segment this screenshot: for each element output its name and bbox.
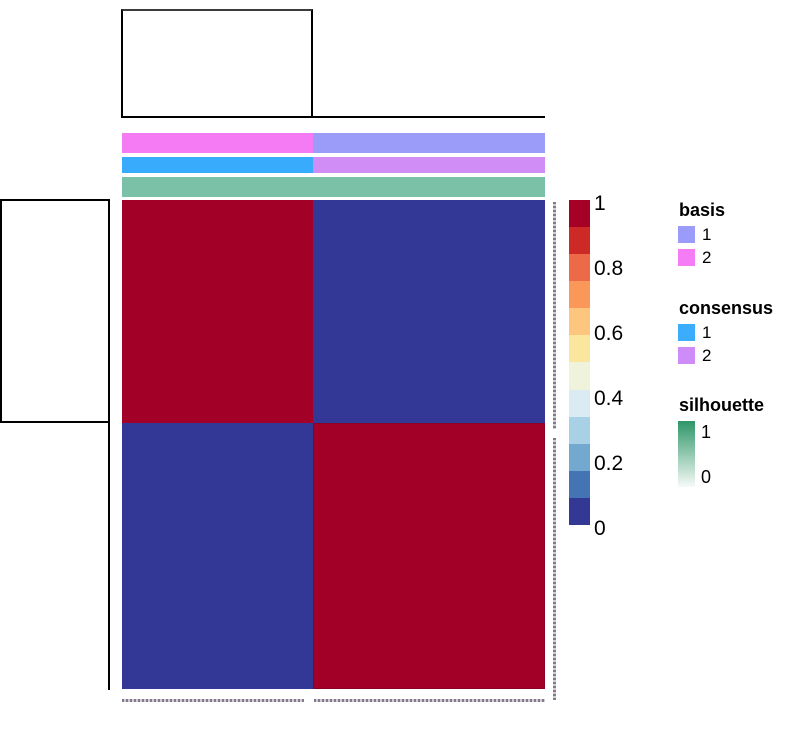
color-key-band — [569, 227, 590, 255]
basis-track-cluster2-segment — [122, 133, 313, 153]
silhouette-annotation-track — [122, 177, 545, 197]
color-key-band — [569, 443, 590, 471]
consensus-annotation-track — [122, 157, 545, 173]
consensus-1-swatch — [678, 324, 695, 341]
consensus-2-swatch — [678, 347, 695, 364]
color-key-tick-label: 0.2 — [594, 452, 624, 475]
heatmap-cell-top-left — [122, 200, 313, 423]
basis-1-swatch — [678, 226, 695, 243]
color-key-tick-label: 0 — [594, 517, 606, 540]
color-key-band — [569, 335, 590, 363]
basis-annotation-track — [122, 133, 545, 153]
basis-legend-title: basis — [679, 200, 726, 220]
basis-legend-item-1: 1 — [678, 226, 711, 243]
consensus-legend-item-1: 1 — [678, 324, 711, 341]
color-key-band — [569, 200, 590, 228]
color-key-bar — [569, 200, 590, 525]
color-key-band — [569, 389, 590, 417]
color-key-band — [569, 254, 590, 282]
silhouette-track-segment — [122, 177, 545, 197]
heatmap-cell-bottom-left — [122, 423, 313, 689]
color-key-band — [569, 416, 590, 444]
consensus-track-cluster1-segment — [122, 157, 313, 173]
color-key-band — [569, 362, 590, 390]
basis-legend-item-label: 1 — [702, 225, 712, 244]
row-labels-strip-lower — [553, 438, 556, 700]
color-key-band — [569, 497, 590, 525]
left-dendrogram-baseline — [108, 199, 110, 690]
color-key-band — [569, 470, 590, 498]
silhouette-bottom-label: 0 — [701, 467, 712, 487]
consensus-legend-item-label: 2 — [702, 346, 712, 365]
column-labels-strip-right — [314, 699, 545, 702]
top-dendrogram-baseline — [121, 116, 545, 118]
heatmap-cell-top-right — [313, 200, 545, 423]
silhouette-top-label: 1 — [701, 422, 712, 442]
consensus-track-cluster2-segment — [313, 157, 545, 173]
basis-legend-item-2: 2 — [678, 249, 711, 266]
column-labels-strip-left — [122, 699, 304, 702]
row-labels-strip-upper — [553, 202, 556, 429]
consensus-legend-title: consensus — [679, 298, 774, 318]
silhouette-legend-title: silhouette — [679, 395, 765, 415]
color-key-band — [569, 281, 590, 309]
basis-legend-item-label: 2 — [702, 248, 712, 267]
silhouette-gradient-swatch — [678, 421, 695, 487]
consensus-matrix-heatmap — [122, 200, 545, 689]
left-dendrogram-branch — [0, 199, 110, 423]
basis-track-cluster1-segment — [313, 133, 545, 153]
basis-2-swatch — [678, 249, 695, 266]
consensus-legend-item-2: 2 — [678, 347, 711, 364]
color-key-tick-label: 0.6 — [594, 322, 624, 345]
heatmap-cell-bottom-right — [313, 423, 545, 689]
color-key-tick-label: 1 — [594, 192, 606, 215]
top-dendrogram-branch — [121, 9, 313, 117]
color-key-tick-label: 0.4 — [594, 387, 624, 410]
color-key-tick-label: 0.8 — [594, 257, 624, 280]
consensus-legend-item-label: 1 — [702, 323, 712, 342]
color-key-band — [569, 308, 590, 336]
